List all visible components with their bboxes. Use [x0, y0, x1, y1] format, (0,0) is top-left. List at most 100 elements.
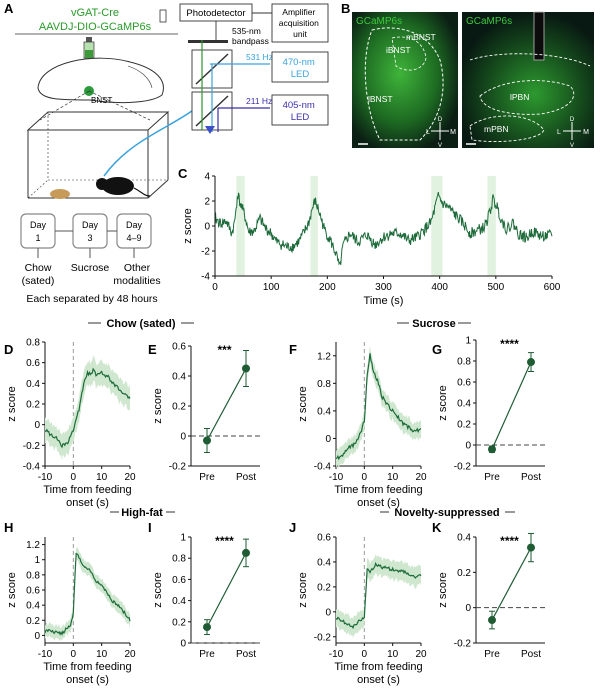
chart-f: -0.4 0 0.4 0.8 1.2 -10 0 10 20 z score Time from f…: [297, 342, 427, 509]
y-tick-label-i: 0.4: [172, 596, 186, 607]
mean-point-k-pre: [488, 616, 496, 625]
svg-text:GCaMP6s: GCaMP6s: [466, 16, 512, 27]
svg-text:iBNST: iBNST: [386, 45, 411, 55]
panel-label-e: E: [148, 342, 157, 357]
chart-d: -0.4 -0.2 0 0.2 0.4 0.6 0.8 -10 0 10 20 z score Time…: [6, 338, 136, 510]
sem-band-f: [336, 345, 421, 469]
x-tick-label-c: 300: [375, 282, 392, 293]
y-axis-label-e: z score: [152, 388, 164, 423]
svg-text:D: D: [570, 117, 575, 123]
mean-trace-h: [44, 552, 131, 636]
svg-text:lBNST: lBNST: [368, 94, 393, 104]
svg-text:4–9: 4–9: [126, 233, 141, 243]
bnst-label: BNST: [91, 96, 112, 105]
svg-text:1: 1: [35, 233, 40, 243]
category-label-k: Pre: [484, 649, 500, 660]
photodetector-label: Photodetector: [186, 8, 245, 19]
y-tick-label-h: 0.4: [26, 601, 40, 612]
x-tick-label-h: 20: [124, 649, 136, 660]
mean-point-e-post: [242, 364, 250, 373]
panel-label-g: G: [432, 342, 442, 357]
svg-text:GCaMP6s: GCaMP6s: [356, 16, 402, 27]
y-axis-label-i: z score: [152, 572, 164, 607]
x-axis-label-f-2: onset (s): [357, 497, 400, 509]
sem-band-h: [45, 547, 130, 642]
y-tick-label-d: 0.2: [26, 400, 40, 411]
x-axis-label-d-2: onset (s): [66, 497, 109, 509]
svg-text:Day: Day: [82, 220, 99, 230]
y-axis-label-c: z score: [182, 208, 194, 243]
section-title-novelty: Novelty-suppressed: [394, 507, 499, 519]
y-tick-label-d: 0.4: [26, 379, 40, 390]
feeding-bout: [236, 176, 245, 276]
optic-fiber-icon: [159, 9, 167, 23]
x-tick-label-h: -10: [38, 649, 53, 660]
category-label-i: Post: [236, 649, 256, 660]
x-tick-label-f: 10: [387, 472, 399, 483]
y-tick-label-j: 0.2: [317, 582, 331, 593]
svg-text:Day: Day: [30, 220, 47, 230]
z-score-trace: [214, 192, 553, 266]
y-tick-label-e: 0.6: [172, 342, 186, 353]
y-axis-label-d: z score: [6, 386, 18, 421]
bandpass-label: 535-nm bandpass: [232, 26, 269, 46]
x-tick-label-j: -10: [329, 649, 344, 660]
svg-text:3: 3: [87, 233, 92, 243]
y-tick-label-i: 1: [180, 533, 186, 544]
y-tick-label-c: -2: [201, 247, 210, 258]
svg-text:Sucrose: Sucrose: [71, 262, 110, 274]
mean-point-e-pre: [203, 436, 211, 445]
x-tick-label-h: 0: [71, 649, 77, 660]
x-axis-label-h-2: onset (s): [66, 674, 109, 686]
led405-label: 405-nm LED: [283, 100, 318, 123]
y-tick-label-c: -4: [201, 272, 210, 283]
category-label-g: Pre: [484, 472, 500, 483]
chart-g: -0.2 0 0.2 0.4 0.6 0.8 1 z score Pre Post ****: [437, 336, 545, 483]
mean-point-i-pre: [203, 623, 211, 632]
y-tick-label-c: 0: [204, 222, 210, 233]
sem-band-j: [336, 553, 421, 638]
y-tick-label-g: 0.6: [457, 378, 471, 389]
panel-label-j: J: [289, 520, 296, 535]
x-axis-label-f: Time from feeding: [334, 484, 422, 496]
svg-text:M: M: [450, 129, 456, 136]
significance-g: ****: [500, 337, 519, 351]
y-tick-label-j: -0.2: [314, 632, 332, 643]
x-tick-label-c: 600: [544, 282, 561, 293]
y-tick-label-i: 0.2: [172, 617, 186, 628]
mean-point-g-pre: [488, 445, 496, 454]
x-axis-label-j: Time from feeding: [334, 661, 422, 673]
feeding-bout: [431, 176, 443, 276]
x-axis-label-c: Time (s): [364, 295, 404, 307]
svg-text:V: V: [570, 143, 574, 149]
category-label-g: Post: [521, 472, 541, 483]
panel-label-b: B: [341, 1, 350, 16]
led470-hz: 531 Hz: [246, 52, 273, 62]
y-tick-label-g: 0.4: [457, 399, 471, 410]
category-label-i: Pre: [199, 649, 215, 660]
x-tick-label-c: 500: [487, 282, 504, 293]
y-axis-label-k: z score: [437, 572, 449, 607]
connect-line-g: [491, 361, 532, 450]
panel-label-h: H: [4, 520, 13, 535]
led405-hz: 211 Hz: [246, 96, 272, 106]
led470-label: 470-nm LED: [283, 57, 318, 80]
amplifier-box: [271, 3, 329, 43]
x-axis-label-j-2: onset (s): [357, 674, 400, 686]
led405-box: [271, 94, 329, 126]
svg-text:mPBN: mPBN: [484, 124, 509, 134]
y-tick-label-d: 0.8: [26, 338, 40, 349]
y-tick-label-g: 1: [465, 336, 471, 347]
y-tick-label-k: 0.4: [457, 533, 471, 544]
chart-j: -0.2 0 0.2 0.4 0.6 -10 0 10 20 z score Time from f…: [297, 533, 427, 687]
y-tick-label-d: -0.2: [23, 441, 41, 452]
y-tick-label-h: 1.2: [26, 540, 40, 551]
zoom-line-right: [88, 90, 151, 121]
svg-text:L: L: [426, 129, 430, 136]
y-tick-label-d: 0.6: [26, 358, 40, 369]
y-tick-label-d: -0.4: [23, 462, 41, 473]
x-tick-label-j: 10: [387, 649, 399, 660]
y-tick-label-h: 0: [34, 631, 40, 642]
